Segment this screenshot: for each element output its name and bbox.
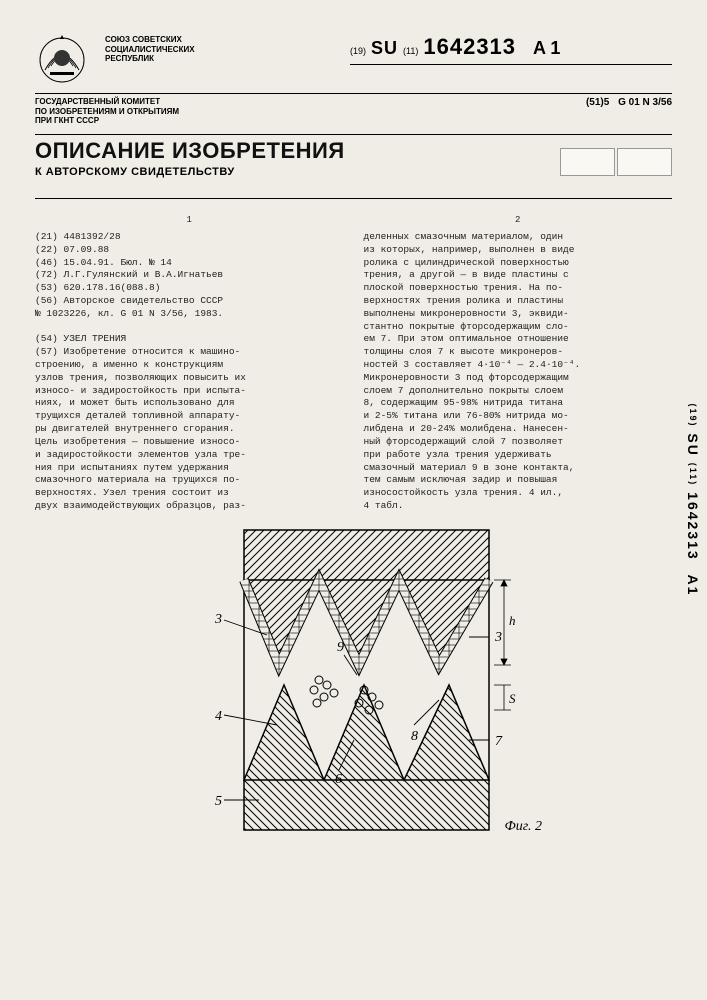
- text-line: ры двигателей внутреннего сгорания.: [35, 423, 344, 436]
- text-line: (22) 07.09.88: [35, 244, 344, 257]
- divider: [35, 198, 672, 199]
- svg-text:S: S: [509, 691, 516, 706]
- text-line: [35, 321, 344, 334]
- text-line: ный фторсодержащий слой 7 позволяет: [364, 436, 673, 449]
- text-line: строению, а именно к конструкциям: [35, 359, 344, 372]
- text-line: (54) УЗЕЛ ТРЕНИЯ: [35, 333, 344, 346]
- text-line: узлов трения, позволяющих повысить их: [35, 372, 344, 385]
- text-line: ролика с цилиндрической поверхностью: [364, 257, 673, 270]
- text-line: и задиростойкости элементов узла тре-: [35, 449, 344, 462]
- text-line: (46) 15.04.91. Бюл. № 14: [35, 257, 344, 270]
- text-line: (72) Л.Г.Гулянский и В.А.Игнатьев: [35, 269, 344, 282]
- body-columns: 1 (21) 4481392/28(22) 07.09.88(46) 15.04…: [35, 214, 672, 513]
- text-line: ниях, и может быть использовано для: [35, 397, 344, 410]
- text-line: стантно покрытые фторсодержащим сло-: [364, 321, 673, 334]
- text-line: (53) 620.178.16(088.8): [35, 282, 344, 295]
- col2-body: деленных смазочным материалом, одиниз ко…: [364, 231, 673, 513]
- text-line: (57) Изобретение относится к машино-: [35, 346, 344, 359]
- text-line: двух взаимодействующих образцов, раз-: [35, 500, 344, 513]
- column-1: 1 (21) 4481392/28(22) 07.09.88(46) 15.04…: [35, 214, 344, 513]
- committee-row: ГОСУДАРСТВЕННЫЙ КОМИТЕТ ПО ИЗОБРЕТЕНИЯМ …: [35, 97, 672, 126]
- text-line: тем самым исключая задир и повышая: [364, 474, 673, 487]
- text-line: 4 табл.: [364, 500, 673, 513]
- text-line: верхностях трения ролика и пластины: [364, 295, 673, 308]
- ussr-emblem-icon: [35, 30, 90, 85]
- text-line: (56) Авторское свидетельство СССР: [35, 295, 344, 308]
- text-line: либдена и 20-24% молибдена. Нанесен-: [364, 423, 673, 436]
- pub-prefix: (19): [350, 46, 366, 56]
- svg-text:5: 5: [215, 794, 222, 809]
- column-2: 2 деленных смазочным материалом, одиниз …: [364, 214, 673, 513]
- stamp-box: [617, 148, 672, 176]
- col-num-2: 2: [364, 214, 673, 226]
- union-label: СОЮЗ СОВЕТСКИХ СОЦИАЛИСТИЧЕСКИХ РЕСПУБЛИ…: [105, 35, 335, 64]
- text-line: трущихся деталей топливной аппарату-: [35, 410, 344, 423]
- svg-text:4: 4: [215, 709, 222, 724]
- figure-label: Фиг. 2: [504, 819, 542, 835]
- divider: [35, 93, 672, 94]
- col1-body: (21) 4481392/28(22) 07.09.88(46) 15.04.9…: [35, 231, 344, 513]
- figure-svg: 3 4 5 6 9 8 7 3 h: [189, 525, 519, 835]
- text-line: и 2-5% титана или 76-80% нитрида мо-: [364, 410, 673, 423]
- text-line: ностей 3 составляет 4·10⁻⁴ — 2.4·10⁻⁴.: [364, 359, 673, 372]
- text-line: слоем 7 дополнительно покрыты слоем: [364, 385, 673, 398]
- svg-text:3: 3: [494, 630, 502, 645]
- svg-text:6: 6: [335, 772, 342, 787]
- text-line: из которых, например, выполнен в виде: [364, 244, 673, 257]
- stamp-box: [560, 148, 615, 176]
- side-pub-number: (19) SU (11) 1642313 A1: [685, 404, 701, 597]
- text-line: ем 7. При этом оптимальное отношение: [364, 333, 673, 346]
- stamp-boxes: [560, 148, 672, 176]
- svg-text:h: h: [509, 613, 516, 628]
- svg-text:7: 7: [495, 734, 503, 749]
- pub-country: SU: [371, 38, 398, 59]
- text-line: износостойкость узла трения. 4 ил.,: [364, 487, 673, 500]
- svg-text:3: 3: [214, 612, 222, 627]
- pub-sub: (11): [403, 46, 418, 56]
- text-line: толщины слоя 7 к высоте микронеров-: [364, 346, 673, 359]
- text-line: износо- и задиростойкость при испыта-: [35, 385, 344, 398]
- text-line: № 1023226, кл. G 01 N 3/56, 1983.: [35, 308, 344, 321]
- text-line: (21) 4481392/28: [35, 231, 344, 244]
- text-line: смазочного материала на трущихся по-: [35, 474, 344, 487]
- text-line: плоской поверхностью трения. На по-: [364, 282, 673, 295]
- text-line: при работе узла трения удерживать: [364, 449, 673, 462]
- svg-text:8: 8: [411, 729, 418, 744]
- text-line: 8, содержащим 95-98% нитрида титана: [364, 397, 673, 410]
- text-line: деленных смазочным материалом, один: [364, 231, 673, 244]
- publication-number: (19) SU (11) 1642313 A 1: [350, 34, 672, 60]
- text-line: верхностях. Узел трения состоит из: [35, 487, 344, 500]
- text-line: Цель изобретения — повышение износо-: [35, 436, 344, 449]
- pub-suffix: A 1: [533, 38, 560, 59]
- text-line: выполнены микронеровности 3, эквиди-: [364, 308, 673, 321]
- text-line: Микронеровности 3 под фторсодержащим: [364, 372, 673, 385]
- text-line: трения, а другой — в виде пластины с: [364, 269, 673, 282]
- header-row: СОЮЗ СОВЕТСКИХ СОЦИАЛИСТИЧЕСКИХ РЕСПУБЛИ…: [35, 30, 672, 85]
- pub-num: 1642313: [423, 34, 516, 60]
- committee-text: ГОСУДАРСТВЕННЫЙ КОМИТЕТ ПО ИЗОБРЕТЕНИЯМ …: [35, 97, 179, 126]
- figure-2: 3 4 5 6 9 8 7 3 h: [35, 525, 672, 840]
- divider: [35, 134, 672, 135]
- ipc-code: (51)5 G 01 N 3/56: [586, 97, 672, 109]
- text-line: смазочный материал 9 в зоне контакта,: [364, 462, 673, 475]
- svg-text:9: 9: [337, 640, 344, 655]
- text-line: ния при испытаниях путем удержания: [35, 462, 344, 475]
- col-num-1: 1: [35, 214, 344, 226]
